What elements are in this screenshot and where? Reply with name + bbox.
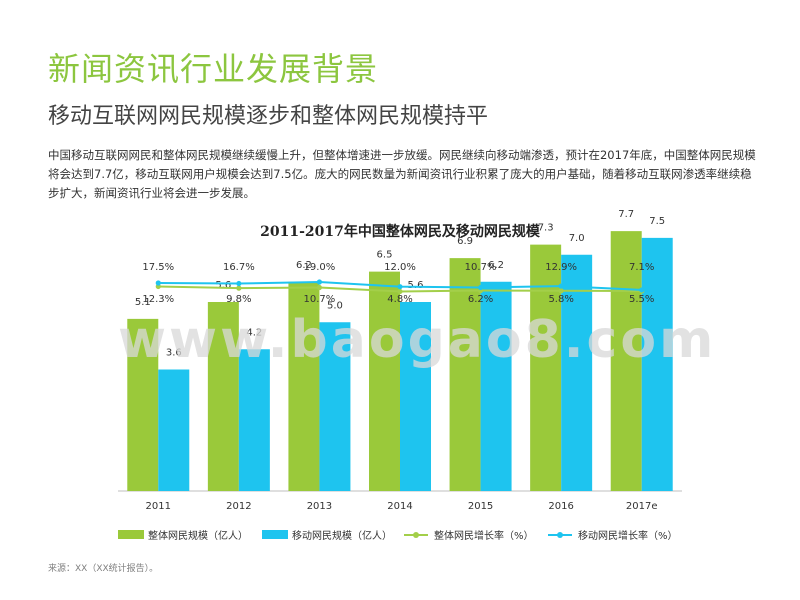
bar-mobile-2016 bbox=[561, 254, 593, 491]
bar-label-mobile-2012: 4.2 bbox=[246, 327, 262, 338]
growth-point-overall-2016 bbox=[558, 288, 564, 294]
growth-point-mobile-2016 bbox=[558, 283, 564, 289]
growth-point-mobile-2015 bbox=[477, 284, 484, 291]
growth-label-overall-2017e: 5.5% bbox=[629, 294, 654, 305]
growth-label-mobile-2016: 12.9% bbox=[545, 262, 577, 273]
x-tick-label-2013: 2013 bbox=[307, 501, 332, 512]
bar-label-overall-2013: 6.2 bbox=[296, 260, 312, 271]
bar-mobile-2012 bbox=[238, 349, 270, 491]
bar-mobile-2013 bbox=[319, 322, 351, 491]
bar-overall-2015 bbox=[449, 258, 481, 491]
bar-label-mobile-2017e: 7.5 bbox=[649, 216, 665, 227]
growth-label-overall-2011: 12.3% bbox=[142, 294, 174, 305]
bar-mobile-2011 bbox=[158, 369, 190, 491]
legend-swatch-overall bbox=[118, 530, 144, 539]
bar-overall-2012 bbox=[207, 302, 239, 491]
x-tick-label-2015: 2015 bbox=[468, 501, 493, 512]
growth-label-overall-2013: 10.7% bbox=[304, 294, 336, 305]
bar-label-mobile-2011: 3.6 bbox=[166, 348, 182, 359]
growth-point-mobile-2011 bbox=[155, 280, 161, 286]
bar-overall-2013 bbox=[288, 281, 320, 491]
x-tick-label-2017e: 2017e bbox=[626, 501, 658, 512]
legend-label-mobile: 移动网民规模（亿人） bbox=[292, 529, 392, 542]
legend-label-overall-growth: 整体网民增长率（%） bbox=[434, 529, 534, 542]
growth-point-mobile-2014 bbox=[397, 284, 403, 290]
bar-label-overall-2015: 6.9 bbox=[457, 236, 473, 247]
growth-point-mobile-2017e bbox=[639, 287, 645, 293]
bar-label-mobile-2014: 5.6 bbox=[408, 280, 424, 291]
legend-label-mobile-growth: 移动网民增长率（%） bbox=[578, 529, 678, 542]
bar-label-overall-2012: 5.6 bbox=[215, 280, 231, 291]
growth-label-mobile-2011: 17.5% bbox=[142, 262, 174, 273]
growth-label-overall-2015: 6.2% bbox=[468, 294, 493, 305]
growth-point-overall-2013 bbox=[316, 284, 323, 291]
x-tick-label-2012: 2012 bbox=[226, 501, 251, 512]
growth-label-overall-2016: 5.8% bbox=[548, 294, 573, 305]
legend-marker-overall-growth bbox=[413, 532, 419, 538]
growth-point-mobile-2012 bbox=[236, 280, 242, 287]
growth-label-overall-2012: 9.8% bbox=[226, 294, 251, 305]
summary-paragraph: 中国移动互联网网民和整体网民规模继续缓慢上升，但整体增速进一步放缓。网民继续向移… bbox=[48, 148, 756, 200]
bar-label-overall-2017e: 7.7 bbox=[618, 209, 634, 220]
watermark: www.baogao8.com bbox=[118, 310, 717, 370]
bar-label-mobile-2013: 5.0 bbox=[327, 300, 343, 311]
bar-label-overall-2011: 5.1 bbox=[135, 297, 151, 308]
source-note: 来源：XX（XX统计报告）。 bbox=[48, 564, 159, 574]
growth-label-mobile-2013: 19.0% bbox=[304, 262, 336, 273]
page-title: 新闻资讯行业发展背景 bbox=[48, 50, 379, 88]
growth-label-mobile-2015: 10.7% bbox=[465, 262, 497, 273]
growth-label-mobile-2014: 12.0% bbox=[384, 262, 416, 273]
bar-overall-2014 bbox=[369, 271, 400, 491]
bar-overall-2011 bbox=[127, 318, 159, 491]
x-tick-label-2011: 2011 bbox=[146, 501, 171, 512]
chart-title: 2011-2017年中国整体网民及移动网民规模 bbox=[260, 223, 541, 240]
x-tick-label-2016: 2016 bbox=[548, 501, 573, 512]
growth-point-overall-2012 bbox=[236, 285, 242, 291]
bar-label-overall-2016: 7.3 bbox=[538, 223, 554, 234]
growth-label-mobile-2017e: 7.1% bbox=[629, 262, 654, 273]
legend-swatch-mobile bbox=[262, 530, 288, 539]
growth-label-mobile-2012: 16.7% bbox=[223, 262, 255, 273]
bar-overall-2017e bbox=[610, 231, 642, 491]
legend-marker-mobile-growth bbox=[557, 532, 563, 538]
bar-label-overall-2014: 6.5 bbox=[377, 250, 393, 261]
bar-mobile-2015 bbox=[480, 281, 512, 491]
x-tick-label-2014: 2014 bbox=[387, 501, 412, 512]
growth-point-mobile-2013 bbox=[316, 279, 323, 285]
growth-point-overall-2014 bbox=[397, 288, 403, 295]
growth-label-overall-2014: 4.8% bbox=[387, 294, 412, 305]
bar-label-mobile-2015: 6.2 bbox=[488, 260, 504, 271]
bar-label-mobile-2016: 7.0 bbox=[569, 233, 585, 244]
bar-mobile-2014 bbox=[400, 302, 431, 491]
page-subtitle: 移动互联网网民规模逐步和整体网民规模持平 bbox=[48, 104, 489, 129]
bar-mobile-2017e bbox=[641, 237, 673, 491]
legend-label-overall: 整体网民规模（亿人） bbox=[148, 529, 248, 542]
